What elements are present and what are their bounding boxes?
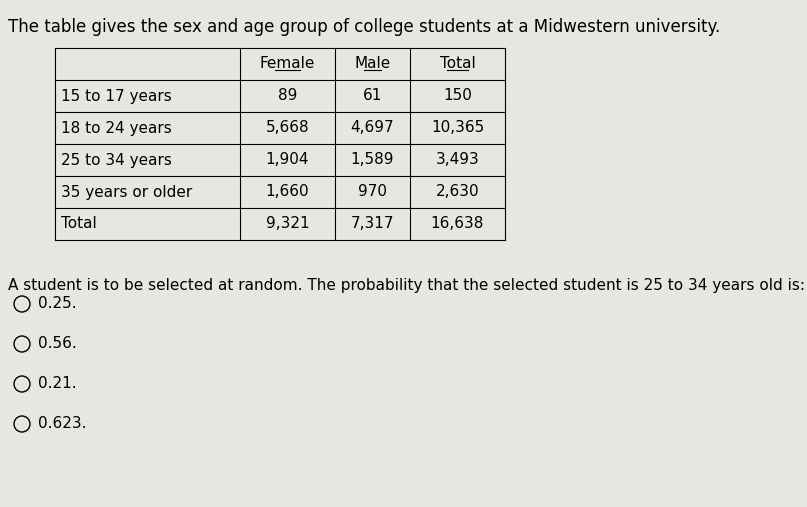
Text: A student is to be selected at random. The probability that the selected student: A student is to be selected at random. T… <box>8 278 805 293</box>
Text: 0.21.: 0.21. <box>38 377 77 391</box>
Text: 2,630: 2,630 <box>436 185 479 199</box>
Text: Male: Male <box>354 56 391 71</box>
Text: 0.56.: 0.56. <box>38 337 77 351</box>
Text: 4,697: 4,697 <box>351 121 395 135</box>
Text: 3,493: 3,493 <box>436 153 479 167</box>
Text: 0.623.: 0.623. <box>38 416 86 431</box>
Text: 150: 150 <box>443 89 472 103</box>
Text: 9,321: 9,321 <box>266 216 309 232</box>
Text: 1,660: 1,660 <box>266 185 309 199</box>
Text: 25 to 34 years: 25 to 34 years <box>61 153 172 167</box>
Text: 0.25.: 0.25. <box>38 297 77 311</box>
Text: 1,904: 1,904 <box>266 153 309 167</box>
Text: 5,668: 5,668 <box>266 121 309 135</box>
Text: 35 years or older: 35 years or older <box>61 185 192 199</box>
Text: 18 to 24 years: 18 to 24 years <box>61 121 172 135</box>
Text: 1,589: 1,589 <box>351 153 395 167</box>
Text: Total: Total <box>440 56 475 71</box>
Text: 89: 89 <box>278 89 297 103</box>
Text: 7,317: 7,317 <box>351 216 395 232</box>
Text: 15 to 17 years: 15 to 17 years <box>61 89 172 103</box>
Text: 61: 61 <box>363 89 383 103</box>
Text: Female: Female <box>260 56 316 71</box>
Text: Total: Total <box>61 216 97 232</box>
Text: 16,638: 16,638 <box>431 216 484 232</box>
Text: 10,365: 10,365 <box>431 121 484 135</box>
Text: 970: 970 <box>358 185 387 199</box>
Text: The table gives the sex and age group of college students at a Midwestern univer: The table gives the sex and age group of… <box>8 18 721 36</box>
